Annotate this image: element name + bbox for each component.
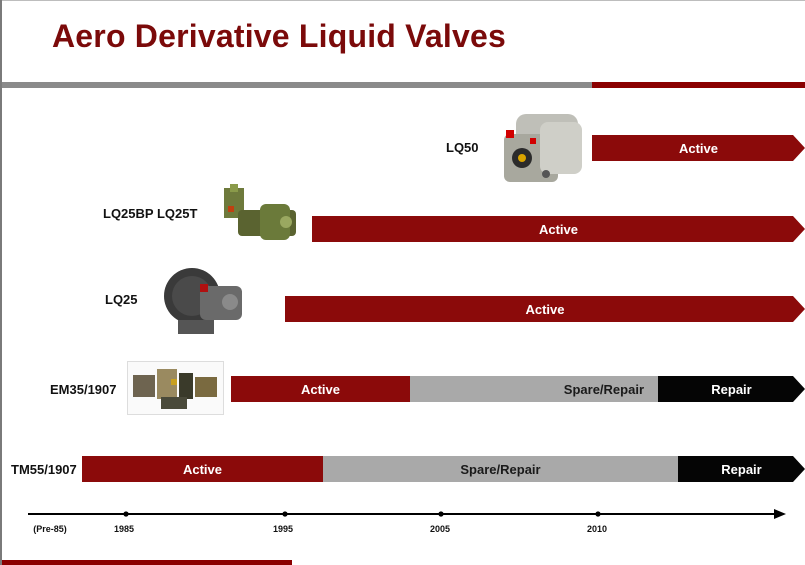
bottom-accent-bar bbox=[2, 560, 292, 565]
lq25bp-valve-image bbox=[224, 184, 296, 240]
title-rule-red bbox=[592, 82, 805, 88]
tm55-active-bar: Active bbox=[82, 456, 323, 482]
tm55-repair-bar: Repair bbox=[678, 456, 805, 482]
row-label-lq25bp-lq25t: LQ25BP LQ25T bbox=[103, 206, 198, 221]
timeline-axis bbox=[28, 509, 786, 519]
em35-spare-repair-bar: Spare/Repair bbox=[410, 376, 658, 402]
tick-label-2005: 2005 bbox=[429, 524, 451, 534]
lq50-valve-image bbox=[504, 114, 582, 182]
tm55-spare-repair-bar: Spare/Repair bbox=[323, 456, 678, 482]
tick-label-1985: 1985 bbox=[113, 524, 135, 534]
tick-label-pre85: (Pre-85) bbox=[33, 524, 67, 534]
slide-top-border bbox=[0, 0, 805, 1]
slide-left-border bbox=[0, 0, 2, 565]
lq25-active-bar: Active bbox=[285, 296, 805, 322]
lq50-active-bar: Active bbox=[592, 135, 805, 161]
lq25bp-active-bar: Active bbox=[312, 216, 805, 242]
tick-label-2010: 2010 bbox=[586, 524, 608, 534]
tick-label-1995: 1995 bbox=[272, 524, 294, 534]
title-rule-gray bbox=[2, 82, 592, 88]
row-label-tm55: TM55/1907 bbox=[11, 462, 77, 477]
row-label-em35: EM35/1907 bbox=[50, 382, 117, 397]
lq25-valve-image bbox=[164, 268, 242, 334]
row-label-lq50: LQ50 bbox=[446, 140, 479, 155]
slide-title: Aero Derivative Liquid Valves bbox=[52, 18, 506, 54]
row-label-lq25: LQ25 bbox=[105, 292, 138, 307]
em35-valve-image bbox=[127, 361, 224, 415]
em35-active-bar: Active bbox=[231, 376, 410, 402]
em35-repair-bar: Repair bbox=[658, 376, 805, 402]
